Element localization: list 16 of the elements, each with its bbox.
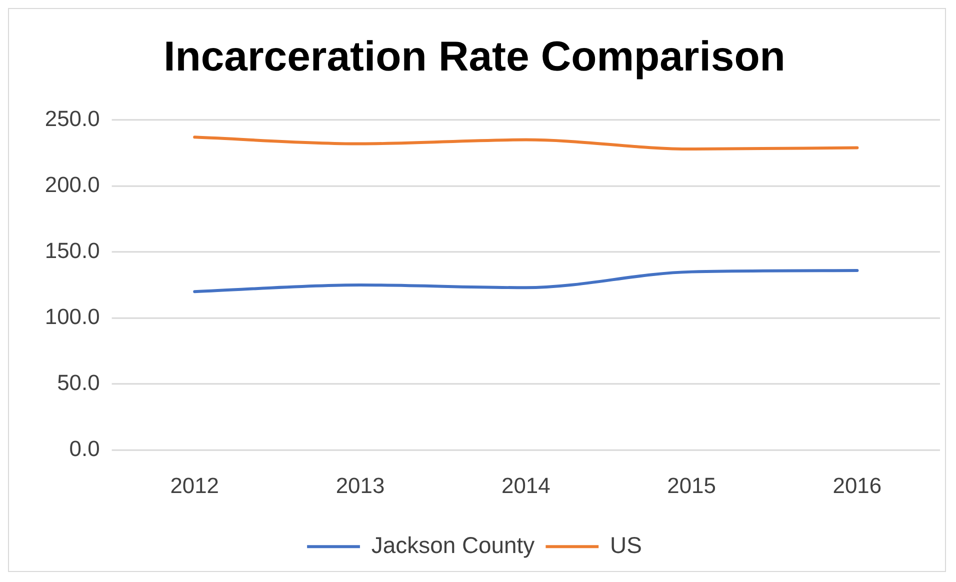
line-series (193, 269, 859, 294)
x-tick-label: 2015 (667, 473, 716, 498)
y-tick-label: 100.0 (44, 304, 100, 330)
y-tick-label: 50.0 (57, 370, 100, 396)
chart-title: Incarceration Rate Comparison (164, 32, 786, 80)
y-tick-label: 250.0 (44, 106, 100, 132)
x-tick-label: 2014 (501, 473, 550, 498)
x-tick-label: 2016 (832, 473, 882, 498)
legend-label: Jackson County (371, 532, 536, 558)
y-tick-label: 0.0 (69, 436, 100, 462)
x-tick-label: 2012 (170, 473, 220, 498)
line-series (193, 136, 859, 151)
legend-label: US (610, 532, 642, 558)
y-tick-label: 150.0 (44, 238, 100, 264)
x-tick-label: 2013 (336, 473, 385, 498)
y-tick-label: 200.0 (44, 172, 100, 198)
